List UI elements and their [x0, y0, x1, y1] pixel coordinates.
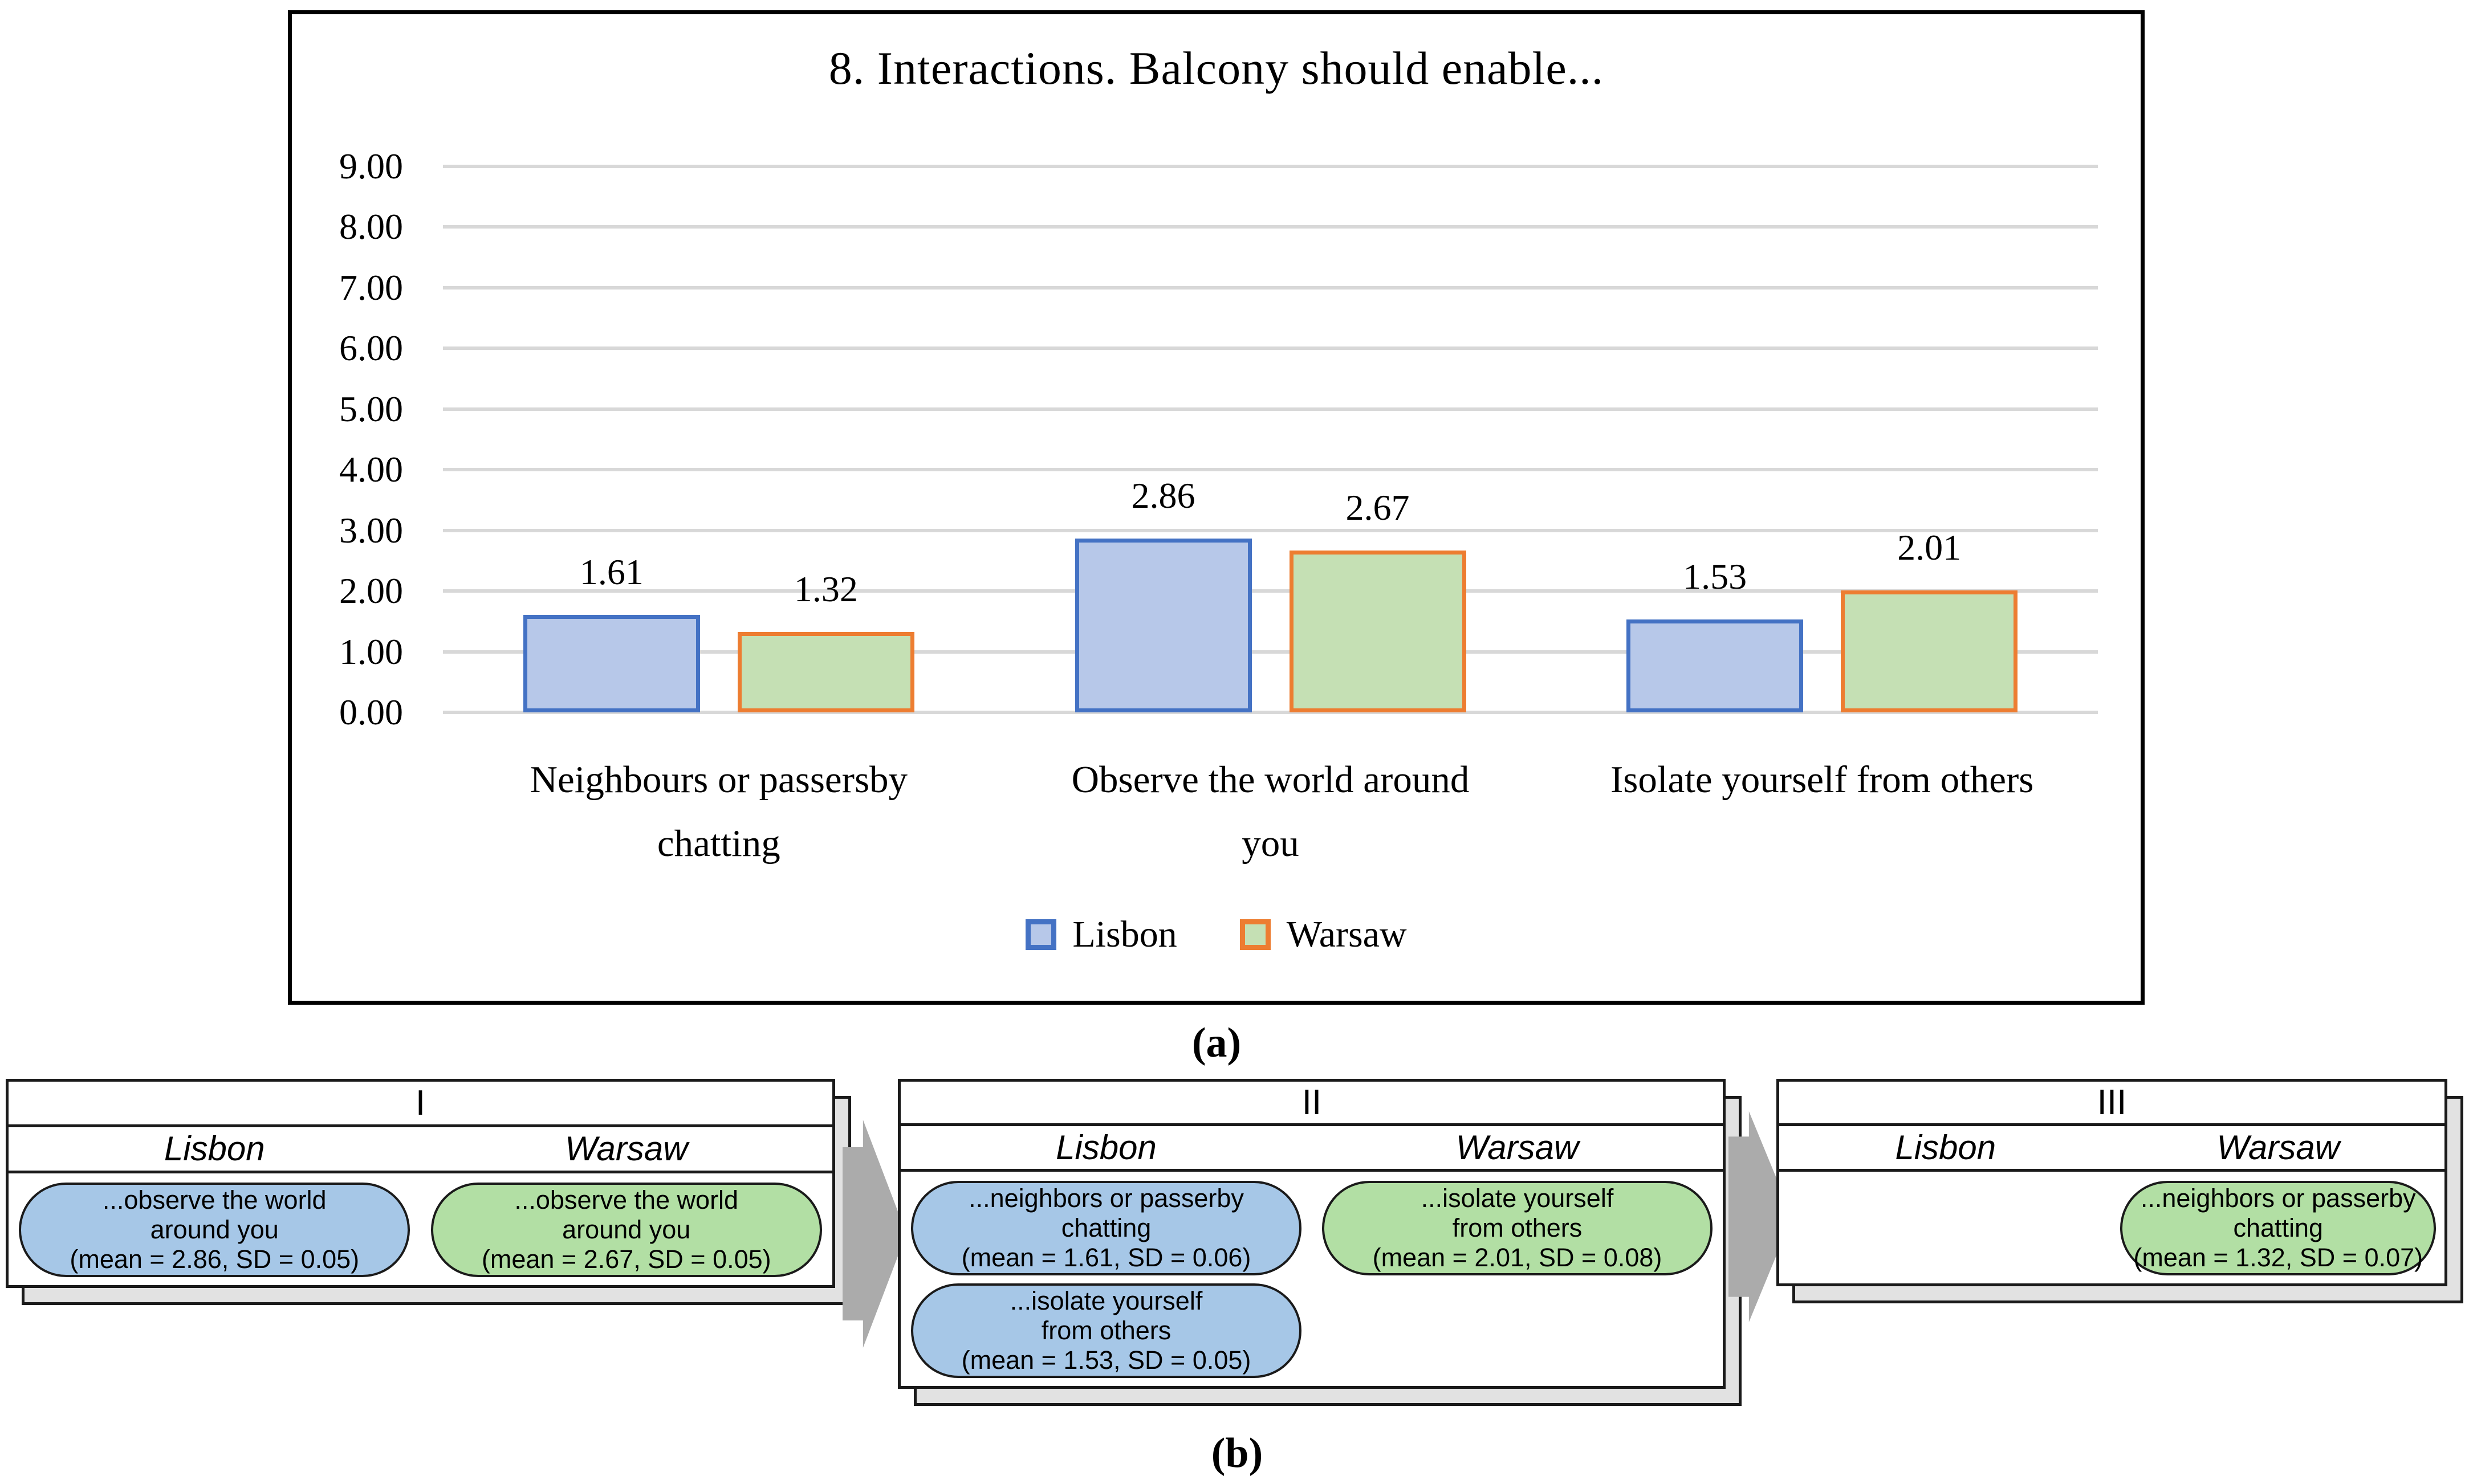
- gridline: [443, 164, 2098, 168]
- factor-pill: ...isolate yourself from others (mean = 1.…: [911, 1283, 1301, 1378]
- bar-value-label: 2.67: [1345, 487, 1410, 528]
- x-axis-category-label: Observe the world around you: [1071, 759, 1470, 865]
- bar-warsaw: [737, 632, 914, 712]
- bar-chart-panel: 8. Interactions. Balcony should enable..…: [288, 10, 2145, 1005]
- y-axis-tick-label: 4.00: [339, 449, 403, 490]
- city-label-warsaw: Warsaw: [564, 1130, 688, 1168]
- gridline: [443, 711, 2098, 714]
- y-axis-tick-label: 1.00: [339, 631, 403, 672]
- stage-box-1: I Lisbon Warsaw ...observe the world arou…: [6, 1079, 851, 1305]
- factor-pill: ...neighbors or passerby chatting (mean = …: [2120, 1181, 2437, 1275]
- x-axis-category-label: Isolate yourself from others: [1610, 759, 2034, 801]
- city-label-warsaw: Warsaw: [2216, 1128, 2340, 1167]
- y-axis-tick-label: 6.00: [339, 328, 403, 368]
- bar-value-label: 1.32: [794, 569, 858, 610]
- pill-column-warsaw: ...neighbors or passerby chatting (mean = …: [2112, 1172, 2445, 1283]
- x-axis-category-label: Neighbours or passersby chatting: [530, 759, 908, 865]
- stage-box-1-body: ...observe the world around you (mean = 2.…: [9, 1173, 832, 1285]
- bar-lisbon: [1075, 539, 1252, 712]
- panel-a-label: (a): [1191, 1020, 1242, 1066]
- legend-label: Lisbon: [1072, 914, 1177, 955]
- y-axis-tick-label: 0.00: [339, 692, 403, 732]
- gridline: [443, 468, 2098, 471]
- stage-box-3-face: III Lisbon Warsaw ...neighbors or passer…: [1776, 1079, 2447, 1286]
- gridline: [443, 225, 2098, 229]
- factor-pill: ...neighbors or passerby chatting (mean = …: [911, 1181, 1301, 1275]
- city-label-lisbon: Lisbon: [164, 1130, 265, 1168]
- stage-box-1-cities: Lisbon Warsaw: [9, 1127, 832, 1173]
- stage-box-2-face: II Lisbon Warsaw ...neighbors or passerb…: [898, 1079, 1726, 1389]
- bar-value-label: 1.61: [579, 551, 644, 592]
- factor-pill: ...isolate yourself from others (mean = 2.…: [1322, 1181, 1713, 1275]
- y-axis-tick-label: 9.00: [339, 145, 403, 186]
- gridline: [443, 528, 2098, 532]
- legend-item-warsaw: Warsaw: [1239, 914, 1407, 955]
- pill-column-warsaw: ...observe the world around you (mean = 2.…: [421, 1173, 833, 1285]
- chart-legend: Lisbon Warsaw: [292, 915, 2141, 955]
- stage-box-1-numeral: I: [9, 1082, 832, 1127]
- bar-value-label: 1.53: [1683, 556, 1747, 597]
- panel-b-label: (b): [1211, 1430, 1263, 1477]
- gridline: [443, 286, 2098, 290]
- city-label-lisbon: Lisbon: [1895, 1128, 1996, 1167]
- legend-swatch-icon: [1239, 919, 1271, 950]
- stage-box-2-cities: Lisbon Warsaw: [901, 1126, 1723, 1172]
- bar-warsaw: [1289, 550, 1466, 712]
- gridline: [443, 589, 2098, 593]
- stage-box-2-numeral: II: [901, 1082, 1723, 1127]
- city-label-warsaw: Warsaw: [1455, 1128, 1579, 1167]
- bar-value-label: 2.86: [1131, 475, 1195, 516]
- legend-swatch-icon: [1026, 919, 1057, 950]
- pill-column-lisbon: [1779, 1172, 2112, 1181]
- stage-box-2-body: ...neighbors or passerby chatting (mean = …: [901, 1172, 1723, 1386]
- pill-column-lisbon: ...observe the world around you (mean = 2.…: [9, 1173, 421, 1285]
- factor-pill: ...observe the world around you (mean = 2.…: [19, 1183, 410, 1277]
- stage-box-3-numeral: III: [1779, 1082, 2444, 1127]
- flow-arrow-right-icon: [843, 1120, 906, 1348]
- pill-column-lisbon: ...neighbors or passerby chatting (mean = …: [901, 1172, 1312, 1386]
- stage-box-3-body: ...neighbors or passerby chatting (mean = …: [1779, 1172, 2444, 1283]
- stage-box-1-face: I Lisbon Warsaw ...observe the world arou…: [6, 1079, 835, 1288]
- y-axis-tick-label: 2.00: [339, 570, 403, 611]
- stage-box-2: II Lisbon Warsaw ...neighbors or passerb…: [898, 1079, 1742, 1406]
- stage-box-3-cities: Lisbon Warsaw: [1779, 1126, 2444, 1172]
- factor-pill: ...observe the world around you (mean = 2.…: [430, 1183, 822, 1277]
- gridline: [443, 407, 2098, 411]
- bar-lisbon: [523, 614, 700, 712]
- gridline: [443, 650, 2098, 654]
- y-axis-tick-label: 3.00: [339, 509, 403, 551]
- legend-item-lisbon: Lisbon: [1026, 915, 1177, 955]
- y-axis-tick-label: 7.00: [339, 267, 403, 308]
- pill-column-warsaw: ...isolate yourself from others (mean = 2.…: [1312, 1172, 1723, 1283]
- bar-value-label: 2.01: [1897, 527, 1962, 568]
- chart-title: 8. Interactions. Balcony should enable..…: [828, 42, 1604, 94]
- legend-label: Warsaw: [1286, 914, 1407, 955]
- gridline: [443, 346, 2098, 350]
- bar-warsaw: [1841, 590, 2018, 712]
- stage-box-3: III Lisbon Warsaw ...neighbors or passer…: [1776, 1079, 2463, 1303]
- bar-lisbon: [1626, 619, 1804, 712]
- y-axis-tick-label: 5.00: [339, 388, 403, 429]
- city-label-lisbon: Lisbon: [1056, 1128, 1157, 1167]
- y-axis-tick-label: 8.00: [339, 206, 403, 247]
